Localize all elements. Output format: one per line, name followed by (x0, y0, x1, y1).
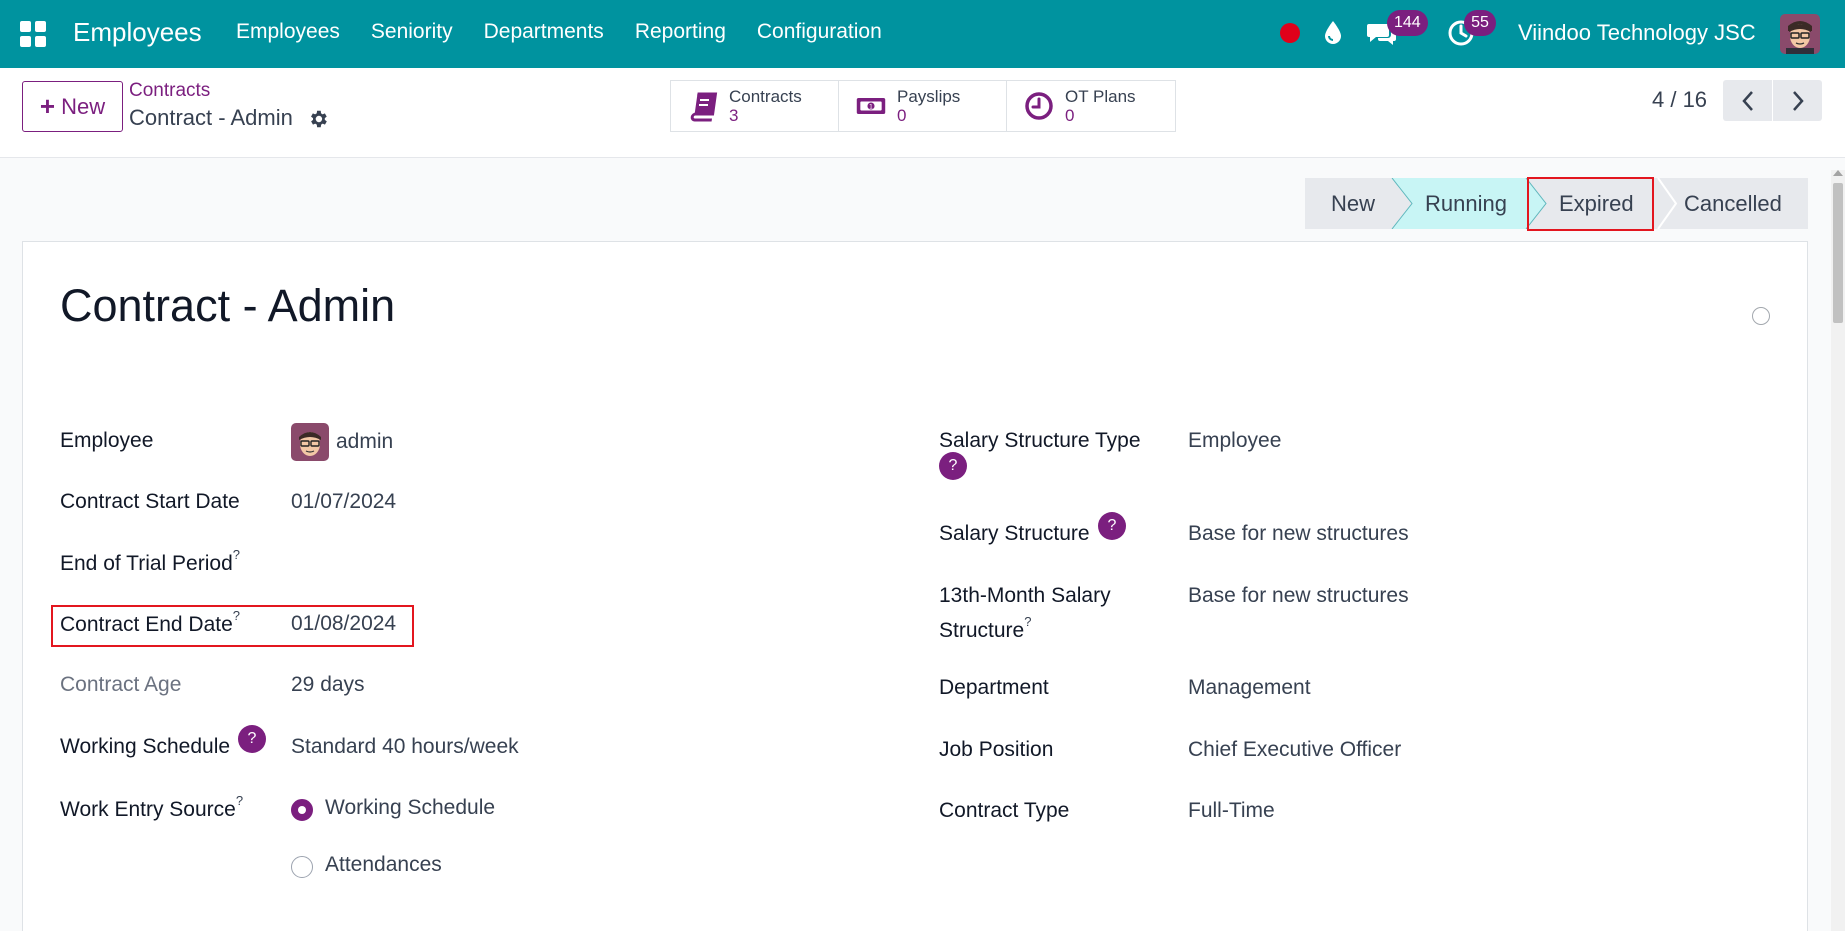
stage-separator-icon (1524, 178, 1547, 229)
menu-departments[interactable]: Departments (483, 20, 604, 43)
salary-structure-type-value[interactable]: Employee (1188, 429, 1282, 452)
plus-icon: + (39, 91, 56, 121)
end-of-trial-label-text: End of Trial Period (60, 552, 233, 575)
scrollbar-thumb[interactable] (1833, 183, 1843, 323)
help-mark[interactable]: ? (1024, 614, 1032, 629)
salary-structure-label: Salary Structure (939, 522, 1090, 545)
pager-value[interactable]: 4 / 16 (1652, 87, 1708, 112)
working-schedule-label: Working Schedule (60, 735, 231, 758)
form-sheet: Contract - Admin Employee admin Contract… (22, 241, 1808, 931)
app-title[interactable]: Employees (73, 17, 202, 47)
user-avatar[interactable] (1780, 14, 1820, 54)
menu-seniority[interactable]: Seniority (370, 20, 453, 43)
job-position-label: Job Position (939, 738, 1054, 761)
ot-plans-smart-count: 0 (1065, 106, 1075, 125)
stage-separator-icon (1657, 178, 1678, 229)
ot-plans-smart-button[interactable]: OT Plans 0 (1007, 81, 1175, 131)
new-button-label: New (61, 93, 106, 119)
clock-icon (1025, 92, 1053, 120)
recording-dot-icon[interactable] (1280, 23, 1300, 43)
top-navbar: Employees Employees Seniority Department… (0, 0, 1845, 68)
contract-type-value[interactable]: Full-Time (1188, 799, 1275, 822)
contract-end-date-label: Contract End Date? (60, 608, 240, 637)
menu-configuration[interactable]: Configuration (756, 20, 882, 43)
new-button[interactable]: + New (22, 81, 123, 132)
stage-cancelled-label: Cancelled (1684, 190, 1782, 216)
help-mark[interactable]: ? (235, 793, 244, 808)
month13-structure-label-line2: Structure? (939, 614, 1032, 643)
menu-reporting[interactable]: Reporting (634, 20, 726, 43)
employee-label: Employee (60, 429, 154, 452)
chevron-right-icon (1792, 90, 1804, 111)
contracts-smart-label: Contracts (729, 87, 802, 106)
water-drop-icon[interactable] (1322, 20, 1344, 46)
contract-end-date-label-text: Contract End Date (60, 613, 233, 636)
salary-structure-type-label: Salary Structure Type (939, 429, 1141, 452)
contract-age-label: Contract Age (60, 673, 182, 696)
month13-structure-value[interactable]: Base for new structures (1188, 584, 1409, 607)
department-value[interactable]: Management (1188, 676, 1311, 699)
contract-end-date-value[interactable]: 01/08/2024 (291, 612, 397, 635)
money-icon: 1 (856, 98, 886, 114)
payslips-smart-label: Payslips (897, 87, 961, 106)
book-icon (690, 92, 718, 122)
end-of-trial-value[interactable] (291, 544, 541, 578)
work-entry-source-attendances-radio[interactable] (291, 856, 313, 878)
record-title: Contract - Admin (60, 280, 396, 331)
ot-plans-smart-label: OT Plans (1065, 87, 1136, 106)
work-entry-source-label: Work Entry Source? (60, 793, 244, 822)
contract-start-date-label: Contract Start Date (60, 490, 240, 513)
employee-value[interactable]: admin (336, 430, 394, 453)
month13-structure-label-line1: 13th-Month Salary (939, 584, 1111, 607)
job-position-value[interactable]: Chief Executive Officer (1188, 738, 1402, 761)
contract-start-date-value[interactable]: 01/07/2024 (291, 490, 397, 513)
gear-icon[interactable] (307, 108, 329, 130)
contracts-smart-button[interactable]: Contracts 3 (671, 81, 839, 131)
svg-text:1: 1 (869, 104, 873, 111)
payslips-smart-button[interactable]: 1 Payslips 0 (839, 81, 1007, 131)
control-panel: + New Contracts Contract - Admin Contrac… (0, 68, 1845, 158)
work-entry-source-schedule-radio[interactable] (291, 799, 313, 821)
activities-badge: 55 (1464, 10, 1496, 36)
stage-new[interactable]: New (1305, 178, 1393, 229)
month13-structure-label-text: Structure (939, 619, 1025, 642)
company-switcher[interactable]: Viindoo Technology JSC (1518, 20, 1756, 45)
stage-separator-icon (1391, 178, 1420, 229)
menu-employees[interactable]: Employees (236, 20, 340, 43)
salary-structure-type-help-icon[interactable]: ? (939, 452, 967, 480)
messages-badge: 144 (1387, 10, 1428, 36)
stage-running-label: Running (1425, 190, 1507, 216)
favorite-toggle[interactable] (1752, 307, 1770, 325)
stage-new-label: New (1331, 190, 1376, 216)
main-menu: Employees Seniority Departments Reportin… (236, 20, 913, 44)
department-label: Department (939, 676, 1049, 699)
work-entry-source-attendances-label[interactable]: Attendances (325, 853, 442, 876)
stage-expired[interactable]: Expired (1526, 178, 1651, 229)
chevron-left-icon (1741, 90, 1753, 111)
status-bar: New Running Expired Cancelled (1305, 178, 1808, 229)
pager-next-button[interactable] (1773, 80, 1822, 121)
work-entry-source-label-text: Work Entry Source (60, 798, 236, 821)
salary-structure-help-icon[interactable]: ? (1098, 512, 1126, 540)
salary-structure-value[interactable]: Base for new structures (1188, 522, 1409, 545)
work-entry-source-schedule-label[interactable]: Working Schedule (325, 796, 496, 819)
end-of-trial-label: End of Trial Period? (60, 547, 240, 576)
breadcrumb-current: Contract - Admin (129, 105, 293, 130)
help-mark[interactable]: ? (232, 608, 240, 623)
employee-avatar (291, 423, 329, 461)
stage-expired-label: Expired (1559, 190, 1634, 216)
page-scrollbar[interactable] (1831, 170, 1845, 931)
contract-type-label: Contract Type (939, 799, 1070, 822)
breadcrumb-contracts[interactable]: Contracts (129, 80, 211, 101)
scroll-up-arrow-icon[interactable] (1833, 170, 1843, 176)
pager-previous-button[interactable] (1723, 80, 1772, 121)
smart-buttons: Contracts 3 1 Payslips 0 OT Plans (670, 80, 1176, 132)
payslips-smart-count: 0 (897, 106, 907, 125)
working-schedule-help-icon[interactable]: ? (238, 725, 266, 753)
contract-age-value: 29 days (291, 673, 365, 696)
contracts-smart-count: 3 (729, 106, 739, 125)
app-menu-icon[interactable] (20, 21, 46, 47)
working-schedule-value[interactable]: Standard 40 hours/week (291, 735, 519, 758)
help-mark[interactable]: ? (232, 547, 240, 562)
